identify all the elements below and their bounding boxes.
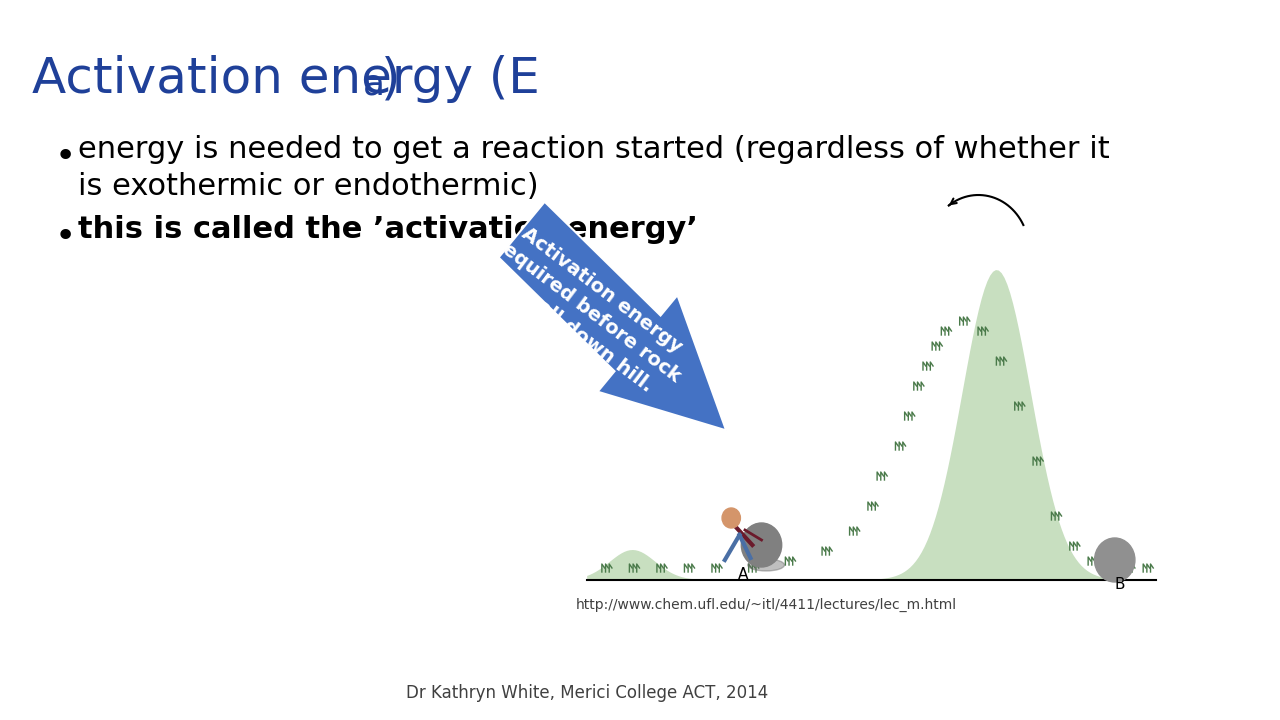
Polygon shape — [499, 202, 726, 431]
Polygon shape — [588, 270, 1156, 580]
Text: B: B — [1114, 577, 1125, 592]
Text: Dr Kathryn White, Merici College ACT, 2014: Dr Kathryn White, Merici College ACT, 20… — [406, 684, 768, 702]
Text: is exothermic or endothermic): is exothermic or endothermic) — [78, 172, 539, 201]
Text: A: A — [739, 567, 749, 582]
Text: energy is needed to get a reaction started (regardless of whether it: energy is needed to get a reaction start… — [78, 135, 1110, 164]
Text: •: • — [55, 140, 77, 174]
Ellipse shape — [748, 559, 785, 571]
Text: http://www.chem.ufl.edu/~itl/4411/lectures/lec_m.html: http://www.chem.ufl.edu/~itl/4411/lectur… — [576, 598, 956, 612]
Text: this is called the ’activation energy’: this is called the ’activation energy’ — [78, 215, 698, 244]
Text: •: • — [55, 220, 77, 254]
Circle shape — [722, 508, 740, 528]
Circle shape — [741, 523, 782, 567]
Circle shape — [1094, 538, 1135, 582]
Text: Activation energy (E: Activation energy (E — [32, 55, 540, 103]
Text: Activation energy
required before rock
can roll down hill.: Activation energy required before rock c… — [476, 214, 699, 406]
Text: a: a — [362, 67, 384, 101]
Text: ): ) — [380, 55, 401, 103]
